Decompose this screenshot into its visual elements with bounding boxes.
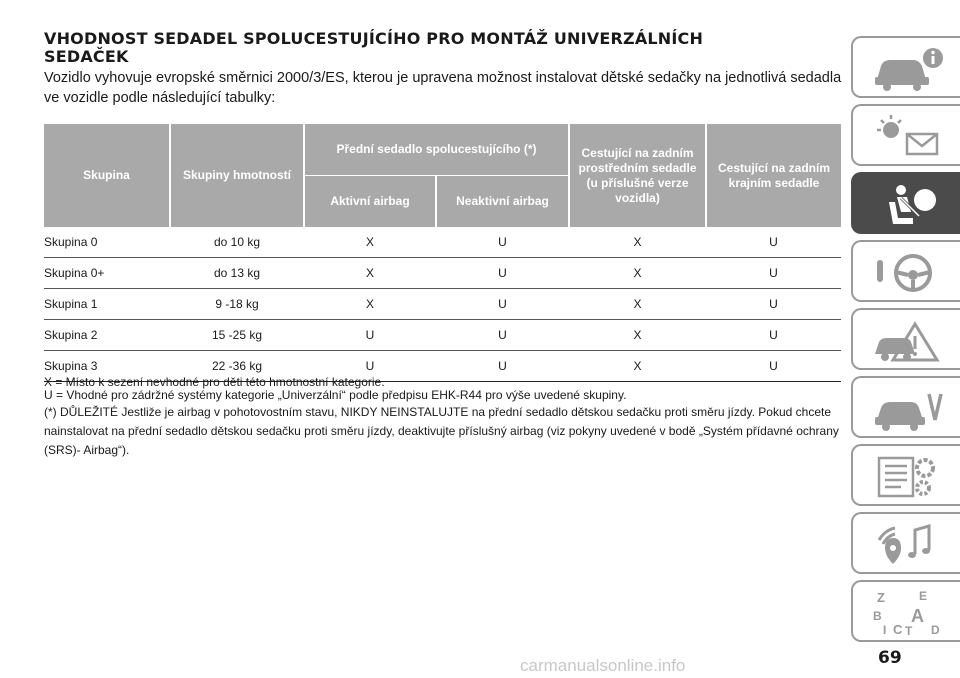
note-important: (*) DŮLEŽITÉ Jestliže je airbag v pohoto…	[44, 405, 839, 457]
cell-rear-center: X	[569, 227, 706, 258]
note-x: X = Místo k sezení nevhodné pro děti tét…	[44, 375, 385, 389]
specs-gear-icon	[877, 456, 935, 498]
cell-group: Skupina 0+	[44, 257, 170, 289]
cell-rear-side: U	[706, 350, 841, 382]
header-group: Skupina	[44, 124, 170, 227]
chapter-sidebar: Z E B A I C T D	[851, 36, 960, 648]
tab-safety[interactable]	[851, 172, 960, 234]
cell-inactive: U	[436, 288, 569, 320]
cell-active: X	[304, 257, 436, 289]
index-letter: I	[883, 623, 886, 637]
tab-index[interactable]: Z E B A I C T D	[851, 580, 960, 642]
cell-weight: 9 -18 kg	[170, 288, 304, 320]
index-letter: Z	[877, 590, 885, 605]
cell-weight: 22 -36 kg	[170, 350, 304, 382]
header-front-seat: Přední sedadlo spolucestujícího (*)	[303, 124, 569, 175]
cell-inactive: U	[436, 350, 569, 382]
child-seat-table: Skupina Skupiny hmotností Přední sedadlo…	[44, 124, 841, 382]
index-letter: E	[919, 589, 927, 603]
header-active-airbag: Aktivní airbag	[303, 174, 436, 227]
tab-starting-driving[interactable]	[851, 240, 960, 302]
cell-weight: do 10 kg	[170, 227, 304, 258]
intro-paragraph: Vozidlo vyhovuje evropské směrnici 2000/…	[44, 70, 842, 106]
seat-airbag-icon	[889, 185, 936, 224]
page-title: VHODNOST SEDADEL SPOLUCESTUJÍCÍHO PRO MO…	[44, 30, 844, 66]
cell-active: U	[304, 319, 436, 351]
table-row: Skupina 2 15 -25 kg U U X U	[44, 319, 841, 351]
table-row: Skupina 1 9 -18 kg X U X U	[44, 288, 841, 320]
watermark-text: carmanualsonline.info	[520, 656, 686, 675]
index-letter: D	[931, 623, 940, 637]
page-content: VHODNOST SEDADEL SPOLUCESTUJÍCÍHO PRO MO…	[44, 30, 844, 108]
cell-rear-center: X	[569, 288, 706, 320]
tab-specifications[interactable]	[851, 444, 960, 506]
car-maintenance-icon	[875, 393, 943, 431]
cell-active: X	[304, 288, 436, 320]
header-rear-side: Cestující na zadním krajním sedadle	[705, 124, 841, 227]
page-number: 69	[878, 648, 902, 668]
tab-emergency[interactable]	[851, 308, 960, 370]
cell-rear-center: X	[569, 319, 706, 351]
multimedia-music-icon	[877, 524, 931, 564]
cell-weight: 15 -25 kg	[170, 319, 304, 351]
cell-rear-side: U	[706, 257, 841, 289]
table-row: Skupina 0 do 10 kg X U X U	[44, 227, 841, 258]
tab-multimedia[interactable]	[851, 512, 960, 574]
cell-inactive: U	[436, 319, 569, 351]
steering-wheel-icon	[877, 254, 932, 292]
cell-active: U	[304, 350, 436, 382]
note-u: U = Vhodné pro zádržné systémy kategorie…	[44, 388, 627, 402]
index-letter: B	[873, 609, 882, 623]
cell-rear-side: U	[706, 288, 841, 320]
cell-rear-side: U	[706, 319, 841, 351]
table-row: Skupina 0+ do 13 kg X U X U	[44, 257, 841, 289]
header-inactive-airbag: Neaktivní airbag	[435, 174, 569, 227]
table-notes: X = Místo k sezení nevhodné pro děti tét…	[44, 376, 844, 460]
alphabetical-index-icon: Z E B A I C T D	[873, 589, 940, 638]
cell-group: Skupina 2	[44, 319, 170, 351]
cell-inactive: U	[436, 227, 569, 258]
cell-rear-side: U	[706, 227, 841, 258]
title-line-1: VHODNOST SEDADEL SPOLUCESTUJÍCÍHO PRO MO…	[44, 29, 704, 48]
cell-rear-center: X	[569, 350, 706, 382]
index-letter: C	[893, 622, 903, 637]
cell-group: Skupina 3	[44, 350, 170, 382]
tab-car-info[interactable]	[851, 36, 960, 98]
cell-group: Skupina 0	[44, 227, 170, 258]
cell-weight: do 13 kg	[170, 257, 304, 289]
title-line-2: SEDAČEK	[44, 47, 129, 66]
tab-warning-lights[interactable]	[851, 104, 960, 166]
warning-lights-icon	[877, 115, 939, 156]
index-letter: T	[905, 624, 913, 638]
cell-group: Skupina 1	[44, 288, 170, 320]
cell-inactive: U	[436, 257, 569, 289]
header-weight: Skupiny hmotností	[169, 124, 304, 227]
tab-maintenance[interactable]	[851, 376, 960, 438]
table-row: Skupina 3 22 -36 kg U U X U	[44, 350, 841, 382]
car-info-icon	[875, 48, 943, 91]
index-letter: A	[911, 606, 924, 626]
emergency-crash-icon	[875, 321, 940, 362]
cell-rear-center: X	[569, 257, 706, 289]
cell-active: X	[304, 227, 436, 258]
header-rear-center: Cestující na zadním prostředním sedadle …	[568, 124, 706, 227]
